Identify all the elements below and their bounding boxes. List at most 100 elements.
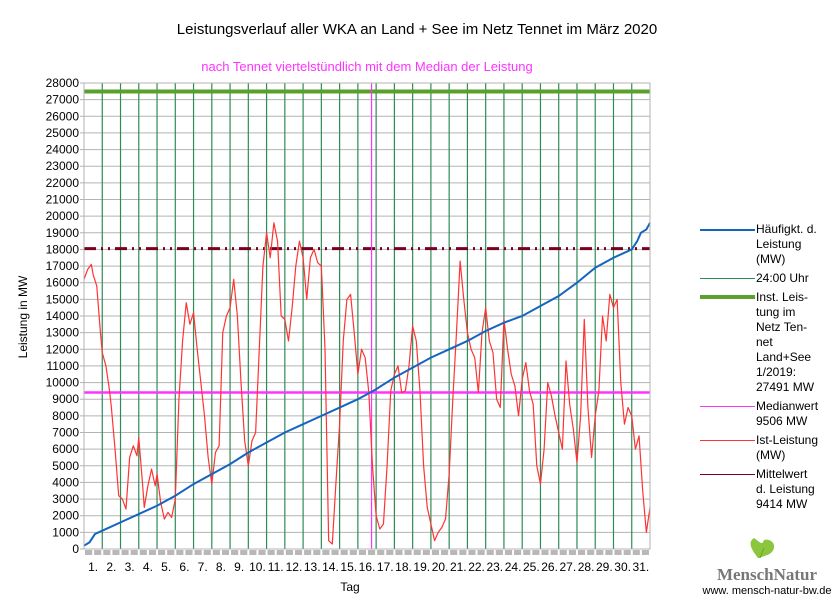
x-tick-segment — [559, 550, 567, 555]
x-tick-segment — [167, 550, 175, 555]
x-tick-label: 22. — [468, 560, 485, 574]
x-tick-segment — [249, 550, 257, 555]
x-tick-segment — [231, 550, 239, 555]
x-tick-segment — [94, 550, 102, 555]
x-tick-label: 18. — [395, 560, 412, 574]
x-tick-segment — [450, 550, 458, 555]
x-tick-label: 11. — [268, 560, 284, 574]
series-group — [83, 83, 651, 549]
x-tick-segment — [240, 550, 248, 555]
x-tick-segment — [358, 550, 366, 555]
x-tick-segment — [395, 550, 403, 555]
legend-item-mittelwert[interactable]: Mittelwert d. Leistung 9414 MW — [700, 467, 834, 512]
y-tick-label: 6000 — [52, 442, 79, 456]
x-tick-segment — [413, 550, 421, 555]
x-tick-segment — [514, 550, 522, 555]
x-tick-segment — [614, 550, 622, 555]
legend-label: Mittelwert d. Leistung 9414 MW — [756, 467, 815, 511]
x-tick-segment — [349, 550, 357, 555]
x-tick-label: 10. — [249, 560, 266, 574]
y-tick-label: 15000 — [46, 292, 80, 306]
x-tick-segment — [532, 550, 540, 555]
x-axis-label: Tag — [340, 580, 360, 594]
x-tick-label: 4. — [143, 560, 153, 574]
plot-frame — [83, 82, 651, 550]
x-tick-label: 27. — [559, 560, 576, 574]
x-tick-label: 9. — [234, 560, 244, 574]
legend-swatch-red — [700, 440, 755, 441]
x-tick-segment — [431, 550, 440, 555]
legend-item-ist-leistung[interactable]: Ist-Leistung (MW) — [700, 433, 834, 463]
x-tick-segment — [550, 550, 558, 555]
legend-swatch-darkred — [700, 474, 755, 475]
x-tick-segment — [185, 550, 193, 555]
y-tick-label: 8000 — [52, 409, 79, 423]
x-tick-segment — [103, 550, 111, 555]
horizontal-gridlines — [80, 82, 650, 550]
x-tick-segment — [85, 550, 93, 555]
y-tick-label: 12000 — [46, 342, 80, 356]
y-tick-label: 20000 — [46, 209, 80, 223]
x-tick-segment — [377, 550, 385, 555]
x-tick-label: 17. — [377, 560, 394, 574]
legend-swatch-green — [700, 278, 755, 279]
x-tick-segment — [468, 550, 476, 555]
legend-item-24uhr[interactable]: 24:00 Uhr — [700, 271, 834, 286]
x-tick-label: 5. — [161, 560, 171, 574]
x-tick-segment — [276, 550, 284, 555]
x-tick-label: 28. — [578, 560, 595, 574]
x-tick-segment — [386, 550, 394, 555]
y-tick-label: 23000 — [46, 159, 80, 173]
y-tick-label: 21000 — [46, 193, 80, 207]
legend-item-median[interactable]: Medianwert 9506 MW — [700, 399, 834, 429]
x-tick-segment — [477, 550, 485, 555]
x-tick-segment — [221, 550, 230, 555]
legend-item-inst-leistung[interactable]: Inst. Leis- tung im Netz Ten- net Land+S… — [700, 290, 834, 395]
x-tick-segment — [596, 550, 604, 555]
x-tick-label: 13. — [304, 560, 321, 574]
y-tick-label: 26000 — [46, 109, 80, 123]
x-tick-segment — [404, 550, 412, 555]
x-axis-ticks: 1. 2. 3. 4. 5. 6. 7. 8. 9. 10. 11. 12. 13. 14. 15. 16. 1… — [88, 560, 649, 574]
x-tick-label: 24. — [505, 560, 522, 574]
x-tick-segment — [459, 550, 467, 555]
legend-item-haeufigkeit[interactable]: Häufigkt. d. Leistung (MW) — [700, 222, 834, 267]
x-tick-segment — [577, 550, 586, 555]
x-tick-label: 15. — [340, 560, 357, 574]
x-tick-segment — [331, 550, 339, 555]
day-gridlines — [101, 83, 633, 549]
x-axis-tick-band — [85, 550, 649, 555]
y-tick-label: 13000 — [46, 326, 80, 340]
x-tick-label: 12. — [286, 560, 303, 574]
y-tick-label: 14000 — [46, 309, 80, 323]
y-tick-label: 5000 — [52, 459, 79, 473]
x-tick-segment — [568, 550, 576, 555]
y-tick-label: 19000 — [46, 226, 80, 240]
x-tick-segment — [158, 550, 166, 555]
legend-swatch-magenta — [700, 406, 755, 407]
x-tick-segment — [523, 550, 531, 555]
y-tick-label: 7000 — [52, 426, 79, 440]
logo: MenschNatur www. mensch-natur-bw.de — [700, 536, 834, 597]
x-tick-label: 21. — [450, 560, 467, 574]
x-tick-segment — [176, 550, 184, 555]
y-tick-label: 17000 — [46, 259, 80, 273]
x-tick-segment — [267, 550, 275, 555]
x-tick-label: 31. — [633, 560, 650, 574]
x-tick-segment — [258, 550, 266, 555]
logo-wordmark: MenschNatur — [716, 565, 818, 584]
y-axis-label: Leistung in MW — [16, 275, 30, 359]
x-tick-segment — [194, 550, 202, 555]
y-tick-label: 10000 — [46, 376, 80, 390]
x-tick-segment — [212, 550, 220, 555]
legend-swatch-blue — [700, 229, 755, 231]
x-tick-segment — [203, 550, 211, 555]
x-tick-segment — [112, 550, 120, 555]
legend-label: Ist-Leistung (MW) — [756, 433, 819, 462]
y-tick-label: 22000 — [46, 176, 80, 190]
x-tick-segment — [294, 550, 303, 555]
y-tick-label: 4000 — [52, 475, 79, 489]
x-tick-segment — [121, 550, 129, 555]
x-tick-label: 30. — [614, 560, 631, 574]
